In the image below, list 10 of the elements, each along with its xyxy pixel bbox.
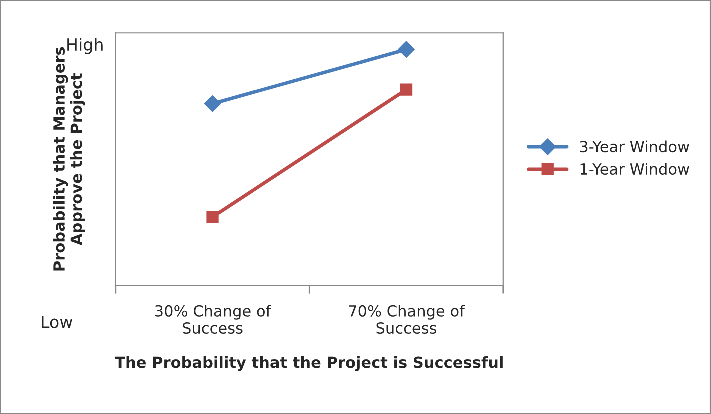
- legend-label: 3-Year Window: [580, 140, 690, 153]
- point: [398, 41, 415, 58]
- legend-label: 1-Year Window: [580, 163, 690, 176]
- point: [400, 84, 413, 96]
- point: [204, 96, 222, 112]
- text: Low: [42, 316, 73, 328]
- x-axis-title: The Probability that the Project is Successful: [115, 356, 503, 372]
- x-tick-label: 70% Change of Success: [349, 305, 466, 334]
- x-tick-label: 30% Change of Success: [155, 305, 272, 334]
- point: [206, 211, 219, 224]
